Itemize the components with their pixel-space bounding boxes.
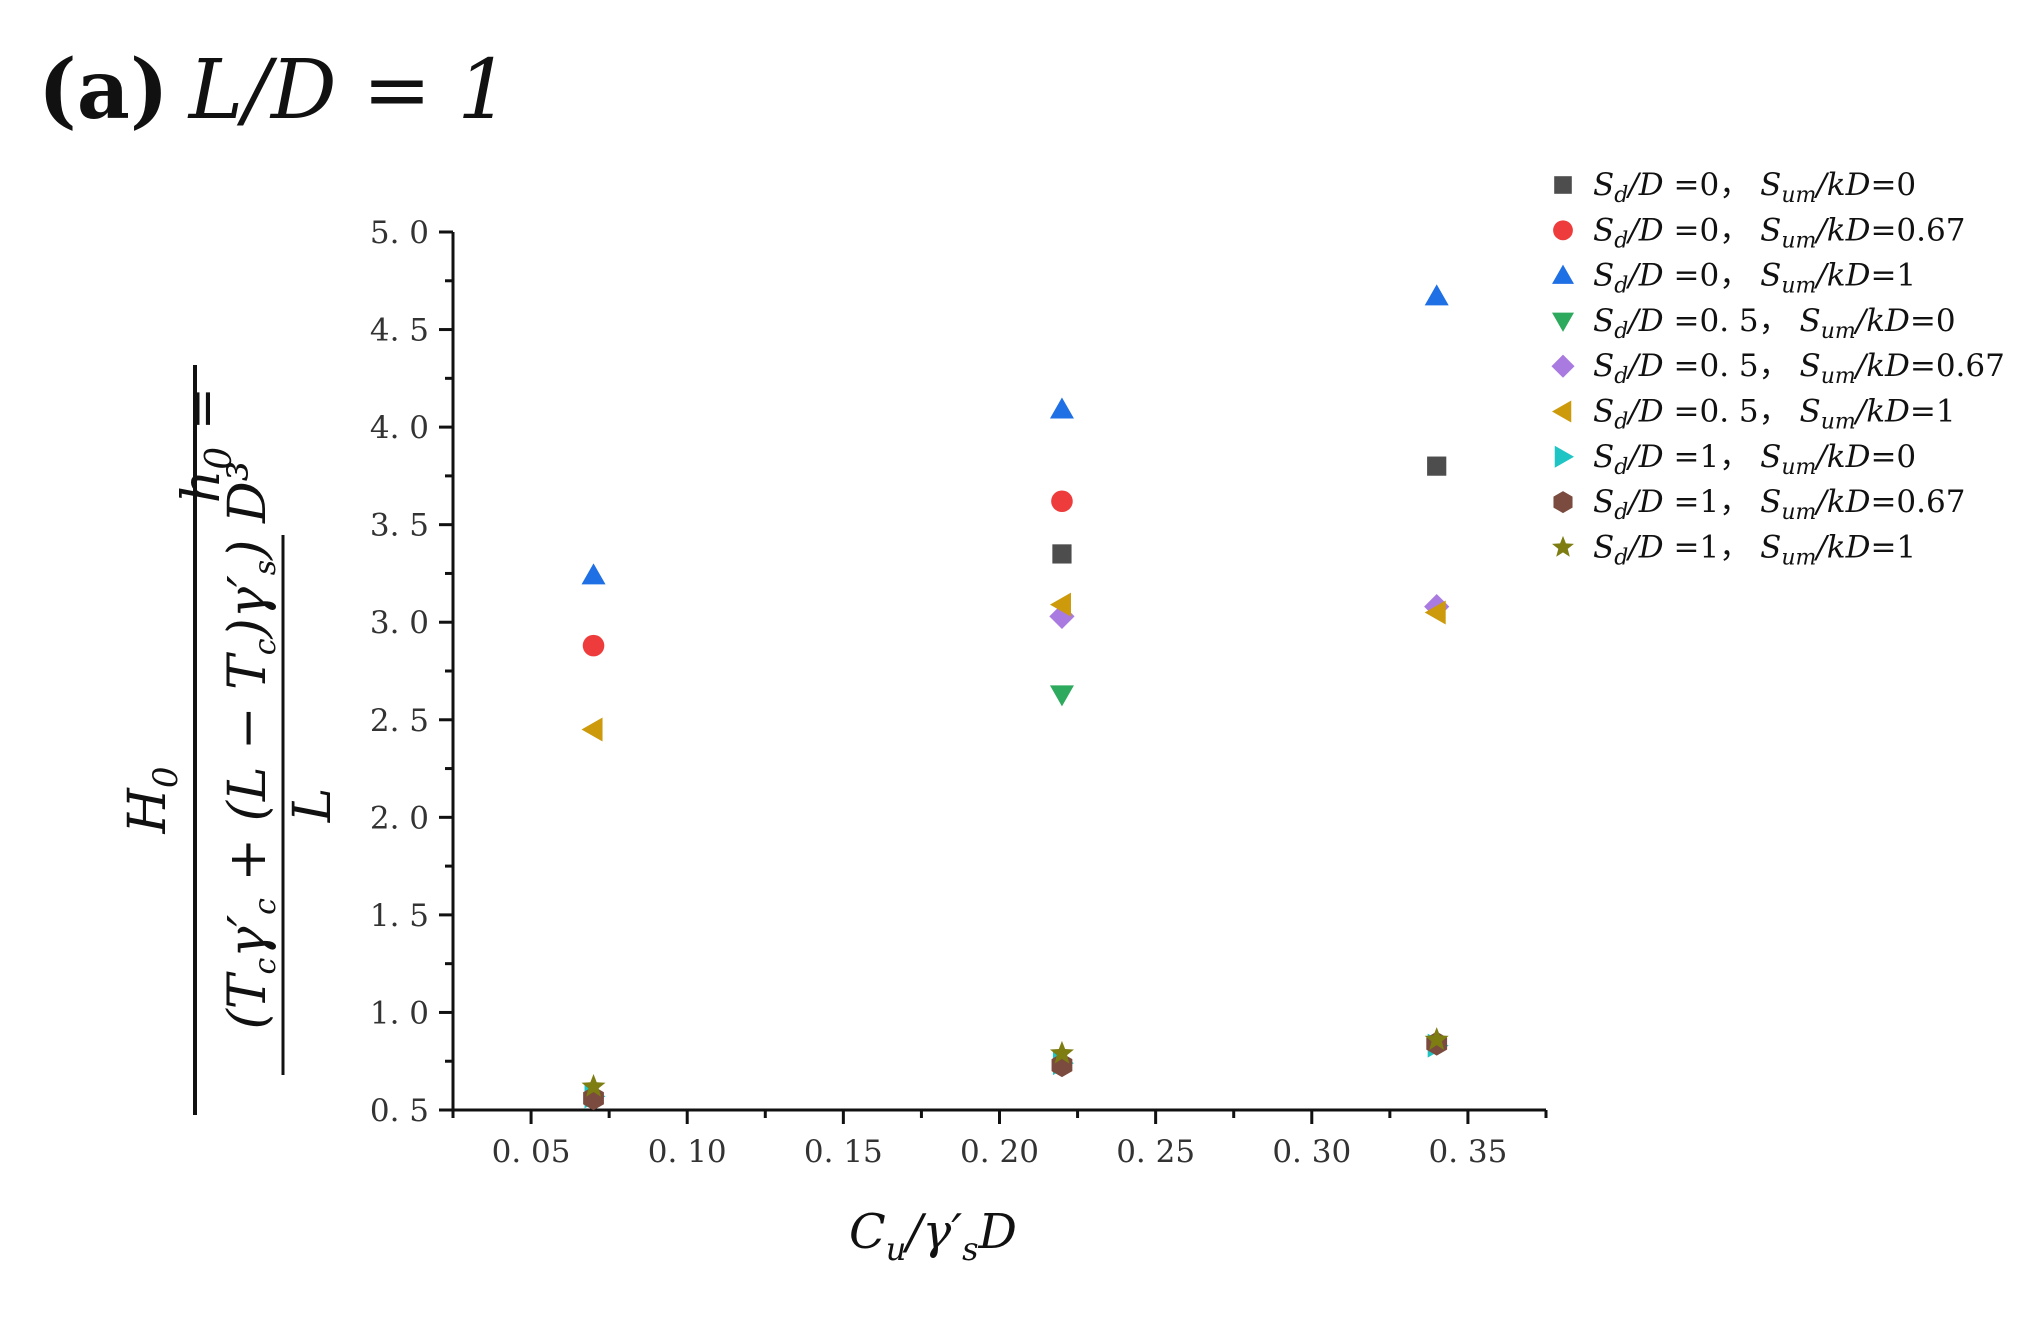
x-tick-label: 0. 30 bbox=[1272, 1134, 1351, 1170]
panel-title: (a) L/D = 1 bbox=[38, 42, 510, 138]
y-tick-label: 1. 0 bbox=[370, 995, 429, 1031]
legend-marker bbox=[1552, 312, 1574, 332]
legend-label: Sd/D =1， Sum/kD=0.67 bbox=[1593, 484, 1965, 525]
y-tick-label: 0. 5 bbox=[370, 1093, 429, 1129]
legend-item: Sd/D =0， Sum/kD=1 bbox=[1552, 258, 1916, 299]
data-point bbox=[581, 1073, 606, 1097]
x-tick-label: 0. 20 bbox=[960, 1134, 1039, 1170]
x-tick-label: 0. 10 bbox=[648, 1134, 727, 1170]
data-point bbox=[581, 563, 606, 585]
data-point bbox=[1424, 1027, 1449, 1050]
y-tick-label: 2. 0 bbox=[370, 800, 429, 836]
data-point bbox=[581, 717, 603, 742]
y-tick-label: 4. 0 bbox=[370, 410, 429, 446]
legend-marker bbox=[1553, 220, 1573, 241]
legend-label: Sd/D =0， Sum/kD=0.67 bbox=[1593, 212, 1965, 253]
data-point bbox=[1049, 1040, 1074, 1064]
legend-item: Sd/D =0， Sum/kD=0 bbox=[1554, 167, 1916, 208]
legend-marker bbox=[1554, 176, 1572, 194]
data-point bbox=[1049, 685, 1074, 707]
legend-item: Sd/D =1， Sum/kD=0 bbox=[1554, 439, 1916, 480]
y-tick-label: 3. 5 bbox=[370, 508, 429, 544]
svg-text:L: L bbox=[283, 788, 343, 824]
legend-item: Sd/D =1， Sum/kD=0.67 bbox=[1553, 484, 1965, 525]
legend-label: Sd/D =0. 5， Sum/kD=0.67 bbox=[1593, 348, 2005, 389]
svg-text:H0: H0 bbox=[118, 767, 186, 835]
legend-label: Sd/D =0， Sum/kD=0 bbox=[1593, 167, 1916, 208]
legend-label: Sd/D =0. 5， Sum/kD=0 bbox=[1593, 303, 1956, 344]
y-tick-label: 2. 5 bbox=[370, 703, 429, 739]
x-axis-label: Cu/γ′sD bbox=[849, 1204, 1017, 1268]
svg-text:h0 =: h0 = bbox=[172, 387, 240, 504]
data-point bbox=[1424, 600, 1446, 625]
legend-item: Sd/D =0. 5， Sum/kD=0.67 bbox=[1551, 348, 2005, 389]
legend-marker bbox=[1554, 445, 1574, 468]
svg-text:(Tcγ′c + (L − Tc)γ′s) D³: (Tcγ′c + (L − Tc)γ′s) D³ bbox=[218, 460, 283, 1029]
legend-marker bbox=[1553, 491, 1573, 514]
ticks-layer: 0. 5 1. 0 1. 5 2. 0 2. 5 3. 0 3. 5 4. 0 4. 5 5. 0… bbox=[370, 215, 1548, 1170]
panel-title-prefix: (a) bbox=[38, 42, 169, 138]
legend-label: Sd/D =1， Sum/kD=0 bbox=[1593, 439, 1916, 480]
legend-item: Sd/D =0. 5， Sum/kD=0 bbox=[1552, 303, 1956, 344]
data-point bbox=[1052, 544, 1072, 564]
legend-marker bbox=[1552, 264, 1574, 284]
data-point bbox=[1049, 397, 1074, 419]
y-tick-label: 1. 5 bbox=[370, 898, 429, 934]
data-point bbox=[1051, 490, 1073, 513]
x-tick-label: 0. 05 bbox=[492, 1134, 571, 1170]
data-point bbox=[582, 634, 605, 657]
x-tick-label: 0. 25 bbox=[1116, 1134, 1195, 1170]
y-tick-label: 3. 0 bbox=[370, 605, 429, 641]
y-axis-label: h0 = H0 (Tcγ′c + (L − Tc)γ′s) D³ L bbox=[118, 365, 343, 1115]
legend-item: Sd/D =0. 5， Sum/kD=1 bbox=[1552, 394, 1956, 435]
legend-label: Sd/D =0， Sum/kD=1 bbox=[1593, 258, 1916, 299]
x-tick-label: 0. 15 bbox=[804, 1134, 883, 1170]
data-point bbox=[1049, 592, 1071, 617]
legend-item: Sd/D =0， Sum/kD=0.67 bbox=[1553, 212, 1965, 253]
legend: Sd/D =0， Sum/kD=0Sd/D =0， Sum/kD=0.67 Sd/… bbox=[1551, 167, 2005, 570]
legend-item: Sd/D =1， Sum/kD=1 bbox=[1552, 529, 1916, 570]
legend-label: Sd/D =0. 5， Sum/kD=1 bbox=[1593, 394, 1956, 435]
x-tick-label: 0. 35 bbox=[1428, 1134, 1507, 1170]
panel-title-math: L/D = 1 bbox=[187, 43, 510, 138]
legend-marker bbox=[1552, 535, 1574, 557]
y-tick-label: 4. 5 bbox=[370, 313, 429, 349]
y-tick-label: 5. 0 bbox=[370, 215, 429, 251]
legend-marker bbox=[1552, 400, 1572, 423]
points-layer bbox=[581, 284, 1450, 1111]
data-point bbox=[1424, 284, 1449, 306]
legend-marker bbox=[1551, 354, 1575, 378]
legend-label: Sd/D =1， Sum/kD=1 bbox=[1593, 529, 1916, 570]
data-point bbox=[1427, 456, 1447, 476]
